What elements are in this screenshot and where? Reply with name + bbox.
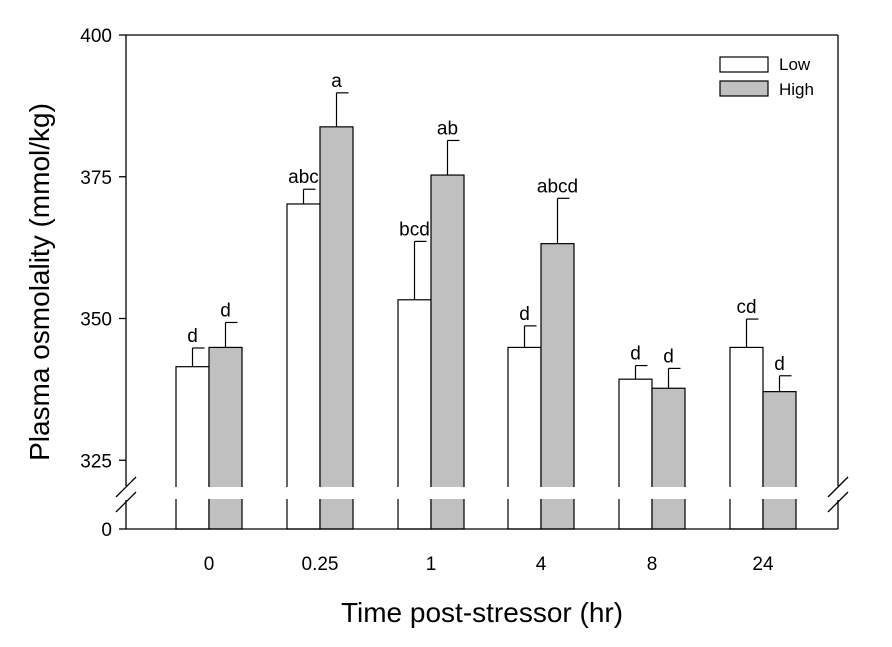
- x-tick-label-8: 8: [647, 554, 658, 575]
- y-ticks: 325 350 375 400: [80, 26, 126, 472]
- y-tick-label-375: 375: [80, 168, 112, 189]
- y-tick-label-350: 350: [80, 310, 112, 331]
- bar-low-8: [618, 378, 653, 530]
- letter-high-1: ab: [437, 118, 458, 139]
- legend-label-low: Low: [779, 55, 811, 74]
- x-tick-label-24: 24: [752, 554, 774, 575]
- axis-break-gap: [127, 487, 837, 499]
- significance-letters-layer: d abc bcd d d cd d a ab abcd d d: [187, 71, 785, 375]
- letter-high-4: abcd: [537, 176, 578, 197]
- letter-high-0: d: [220, 300, 231, 321]
- letter-low-1: bcd: [399, 219, 430, 240]
- bar-high-1: [430, 174, 465, 530]
- bar-low-0: [175, 366, 210, 530]
- x-ticks: 0 0.25 1 4 8 24: [204, 554, 774, 575]
- x-tick-label-1: 1: [426, 554, 437, 575]
- legend-swatch-high: [719, 80, 769, 97]
- bar-low-0.25: [286, 203, 321, 530]
- y-tick-label-325: 325: [80, 451, 112, 472]
- bars-layer: [175, 126, 797, 530]
- letter-low-4: d: [519, 304, 530, 325]
- axis-break-right-2: [827, 491, 849, 513]
- bar-high-24: [762, 391, 797, 530]
- bar-low-24: [729, 346, 764, 530]
- bar-high-8: [651, 387, 686, 530]
- letter-high-0.25: a: [331, 71, 342, 92]
- letter-low-0.25: abc: [288, 167, 319, 188]
- letter-high-8: d: [663, 346, 674, 367]
- y-tick-label-400: 400: [80, 26, 112, 47]
- letter-low-0: d: [187, 326, 198, 347]
- y-axis-title: Plasma osmolality (mmol/kg): [24, 103, 55, 461]
- bar-low-4: [507, 346, 542, 530]
- x-tick-label-4: 4: [536, 554, 547, 575]
- plot-frame: 0: [101, 34, 849, 541]
- letter-low-24: cd: [736, 297, 756, 318]
- axis-break-right-1: [827, 476, 849, 498]
- error-bars-layer: [191, 92, 792, 392]
- bar-high-0: [208, 346, 243, 530]
- x-tick-label-0: 0: [204, 554, 215, 575]
- bar-high-4: [540, 243, 575, 530]
- legend-swatch-low: [719, 56, 769, 73]
- letter-high-24: d: [774, 354, 785, 375]
- letter-low-8: d: [630, 344, 641, 365]
- x-tick-label-0.25: 0.25: [302, 554, 339, 575]
- bar-high-0.25: [319, 126, 354, 530]
- x-axis-title: Time post-stressor (hr): [341, 597, 623, 628]
- legend: Low High: [719, 55, 814, 99]
- axis-break-left-2: [115, 491, 137, 513]
- legend-label-high: High: [779, 80, 814, 99]
- axis-break-left-1: [115, 476, 137, 498]
- y-tick-label-0: 0: [101, 520, 112, 541]
